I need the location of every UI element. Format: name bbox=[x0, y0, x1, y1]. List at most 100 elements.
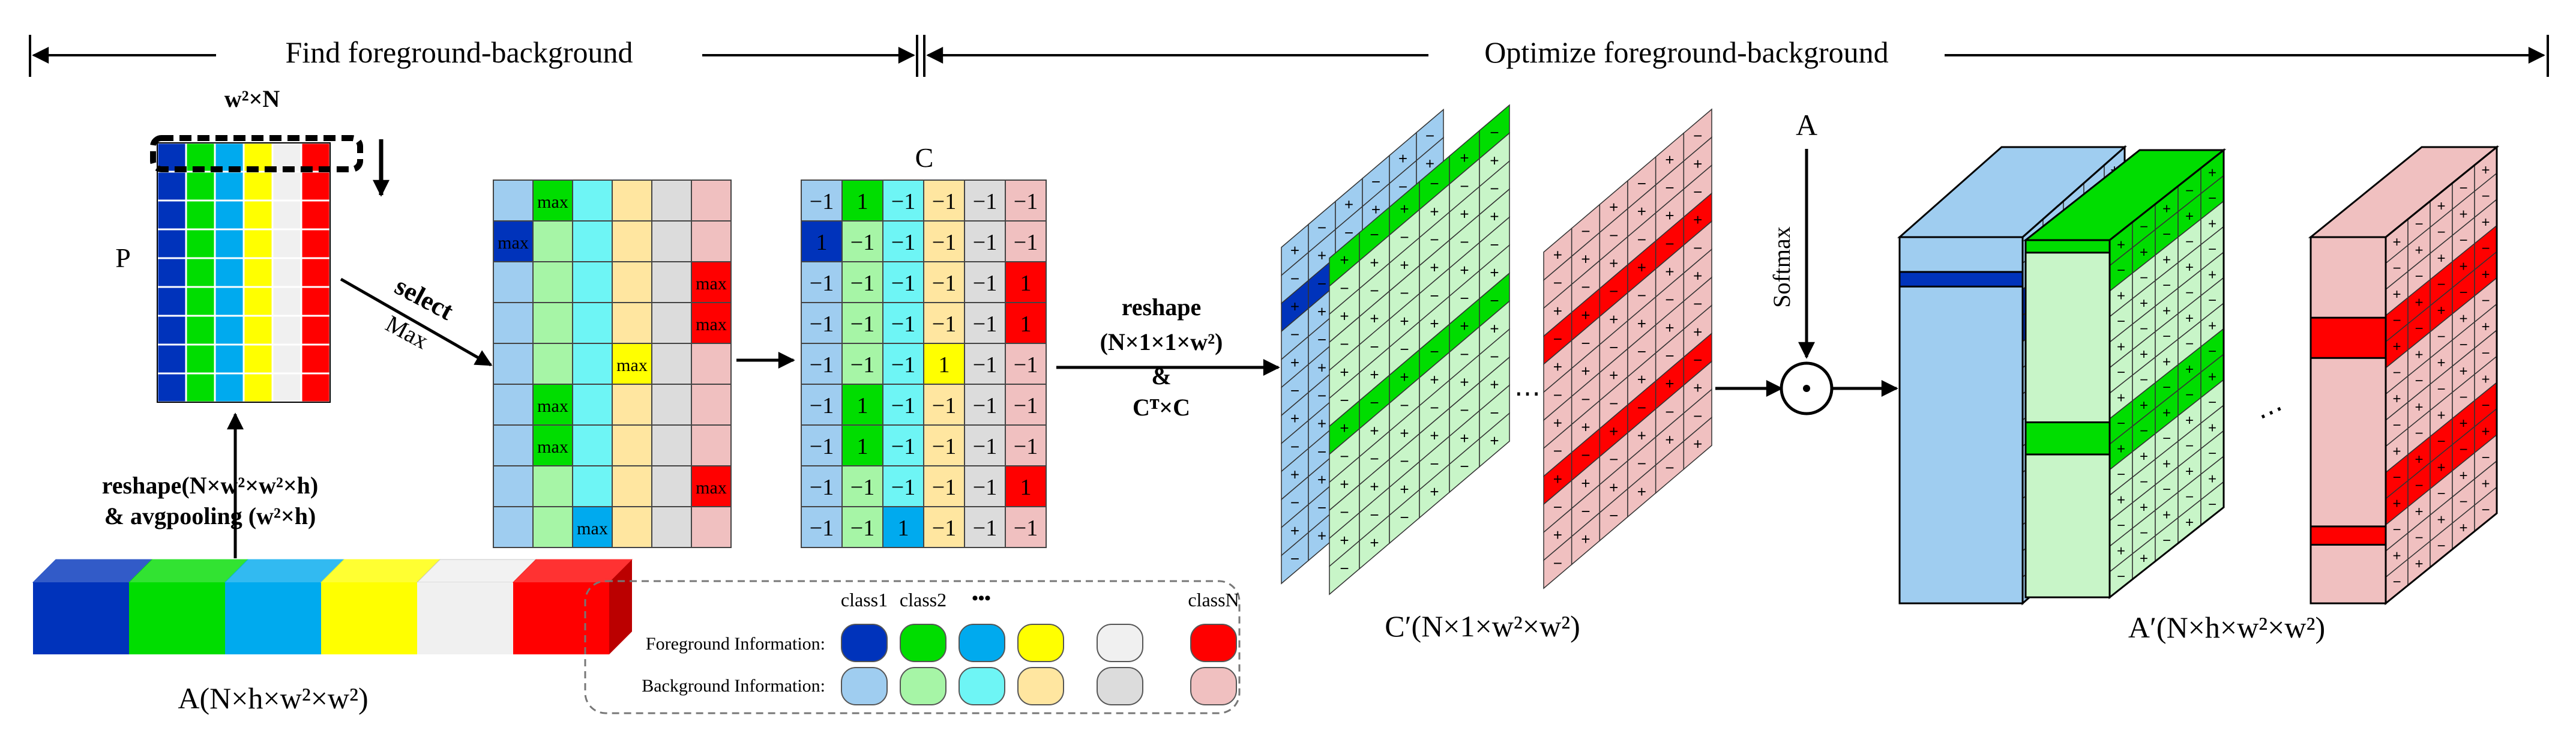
aprime-box3-sign: + bbox=[2392, 548, 2401, 564]
max-cell-text: max bbox=[537, 192, 568, 212]
aprime-box3-sign: + bbox=[2459, 311, 2467, 327]
cprime-slab1-sign: − bbox=[1371, 172, 1380, 190]
c-cell-text: −1 bbox=[891, 189, 915, 214]
cprime-slab2-sign: − bbox=[1430, 399, 1439, 417]
cprime-slabN-sign: + bbox=[1609, 310, 1618, 328]
cprime-slab2-sign: + bbox=[1400, 424, 1409, 442]
grid-cell bbox=[691, 384, 732, 426]
grid-cell bbox=[532, 465, 573, 507]
grid-cell bbox=[572, 343, 613, 385]
p-column bbox=[300, 142, 331, 403]
aprime-box3-sign: + bbox=[2415, 504, 2423, 520]
grid-cell bbox=[691, 424, 732, 466]
cprime-slab2-sign: + bbox=[1370, 366, 1379, 384]
c-cell-text: −1 bbox=[891, 352, 915, 378]
aprime-box3-sign: − bbox=[2437, 538, 2445, 554]
grid-cell bbox=[651, 261, 692, 303]
aprime-box3-sign: + bbox=[2437, 198, 2445, 214]
c-cell bbox=[923, 384, 965, 426]
cprime-slab1-sign: + bbox=[1317, 415, 1326, 433]
c-cell bbox=[1005, 343, 1047, 385]
c-cell-text: −1 bbox=[891, 312, 915, 337]
cprime-slab2-sign: + bbox=[1490, 319, 1499, 337]
grid-cell bbox=[651, 343, 692, 385]
cprime-slabN-sign: − bbox=[1609, 226, 1618, 244]
aprime-box3-sign: − bbox=[2392, 522, 2401, 538]
aprime-box3-sign: − bbox=[2392, 365, 2401, 381]
cprime-slabN-sign: + bbox=[1665, 375, 1674, 393]
cprime-slab1-sign: − bbox=[1317, 442, 1326, 460]
max-cell-text: max bbox=[498, 233, 529, 253]
cprime-slab1-sign: + bbox=[1317, 247, 1326, 265]
aprime-box2-sign: + bbox=[2208, 369, 2216, 385]
aprime-box2-sign: − bbox=[2208, 445, 2216, 462]
aprime-box2-sign: − bbox=[2140, 219, 2148, 235]
aprime-box3-front-band bbox=[2310, 316, 2387, 359]
c-cell bbox=[841, 506, 883, 548]
aprime-box2-sign: + bbox=[2140, 551, 2148, 567]
cprime-slabN-sign: + bbox=[1581, 530, 1590, 548]
c-cell bbox=[841, 343, 883, 385]
aprime-box2-sign: + bbox=[2208, 216, 2216, 232]
aprime-box3-sign: + bbox=[2459, 363, 2467, 379]
cprime-slab1-sign: + bbox=[1371, 201, 1380, 219]
legend-fg-swatch bbox=[1017, 624, 1064, 662]
cprime-slabN-sign: + bbox=[1693, 323, 1702, 341]
aprime-box3-sign: − bbox=[2459, 180, 2467, 196]
cprime-slab2-sign: − bbox=[1460, 345, 1469, 363]
aprime-box3-front bbox=[2310, 236, 2387, 605]
c-cell-text: −1 bbox=[850, 516, 874, 541]
grid-cell bbox=[572, 261, 613, 303]
grid-cell bbox=[493, 465, 534, 507]
cprime-slabN-sign: − bbox=[1693, 351, 1702, 369]
aprime-box2-front bbox=[2024, 239, 2111, 599]
reshape-avg-line2: & avgpooling (w²×h) bbox=[104, 502, 316, 529]
max-cell bbox=[691, 261, 732, 303]
aprime-box3-sign: + bbox=[2392, 496, 2401, 512]
cprime-slab2-sign: − bbox=[1400, 228, 1409, 246]
a-bar-segment bbox=[129, 582, 225, 654]
cprime-slab2-sign: − bbox=[1490, 348, 1499, 366]
aprime-box2-sign: − bbox=[2162, 277, 2171, 294]
cprime-slab2-sign: − bbox=[1400, 284, 1409, 302]
cprime-slabN-sign: − bbox=[1665, 179, 1674, 197]
cprime-slab1-sign: + bbox=[1290, 298, 1299, 316]
aprime-box2-sign: − bbox=[2117, 569, 2125, 585]
c-cell bbox=[1005, 261, 1047, 303]
cprime-slab2-sign: − bbox=[1430, 454, 1439, 472]
cprime-slabN-sign: + bbox=[1553, 246, 1562, 264]
cprime-slab2-sign: − bbox=[1400, 396, 1409, 414]
grid-cell bbox=[651, 384, 692, 426]
c-cell-text: −1 bbox=[932, 393, 956, 418]
a-bar-segment bbox=[417, 582, 513, 654]
amp-label: & bbox=[1151, 363, 1171, 390]
c-cell bbox=[801, 302, 843, 344]
legend-fg-swatch bbox=[1097, 624, 1143, 662]
cprime-slab2-sign: + bbox=[1430, 315, 1439, 333]
c-cell bbox=[882, 465, 924, 507]
grid-cell bbox=[612, 465, 652, 507]
max-cell-text: max bbox=[537, 396, 568, 416]
grid-cell bbox=[612, 261, 652, 303]
aprime-box3-sign: − bbox=[2415, 268, 2423, 285]
c-cell-text: 1 bbox=[816, 230, 828, 255]
aprime-box3-sign: − bbox=[2392, 469, 2401, 486]
aprime-box2-sign: − bbox=[2185, 387, 2194, 403]
aprime-box3-front-band bbox=[2310, 525, 2387, 546]
cprime-stack: +−+−+−−+−+−++−+−+−−+−+−++−+−+−−+−+−++−+−… bbox=[1281, 104, 1712, 596]
max-cell-text: max bbox=[696, 274, 727, 294]
aprime-box2-sign: + bbox=[2140, 346, 2148, 363]
aprime-label: A′(N×h×w²×w²) bbox=[2128, 611, 2325, 644]
grid-cell bbox=[493, 343, 534, 385]
max-cell-text: max bbox=[696, 315, 727, 334]
cprime-slab1-sign: − bbox=[1290, 270, 1299, 288]
cprime-slab2-sign: − bbox=[1430, 343, 1439, 361]
a-top-label: A bbox=[1796, 108, 1817, 142]
cprime-slab2-sign: − bbox=[1430, 286, 1439, 304]
grid-cell bbox=[572, 424, 613, 466]
cprime-slabN-sign: + bbox=[1581, 474, 1590, 492]
cprime-slabN-sign: − bbox=[1637, 286, 1646, 304]
cprime-slabN-sign: + bbox=[1693, 155, 1702, 173]
legend-fg-swatch bbox=[841, 624, 888, 662]
c-cell-text: −1 bbox=[932, 434, 956, 459]
